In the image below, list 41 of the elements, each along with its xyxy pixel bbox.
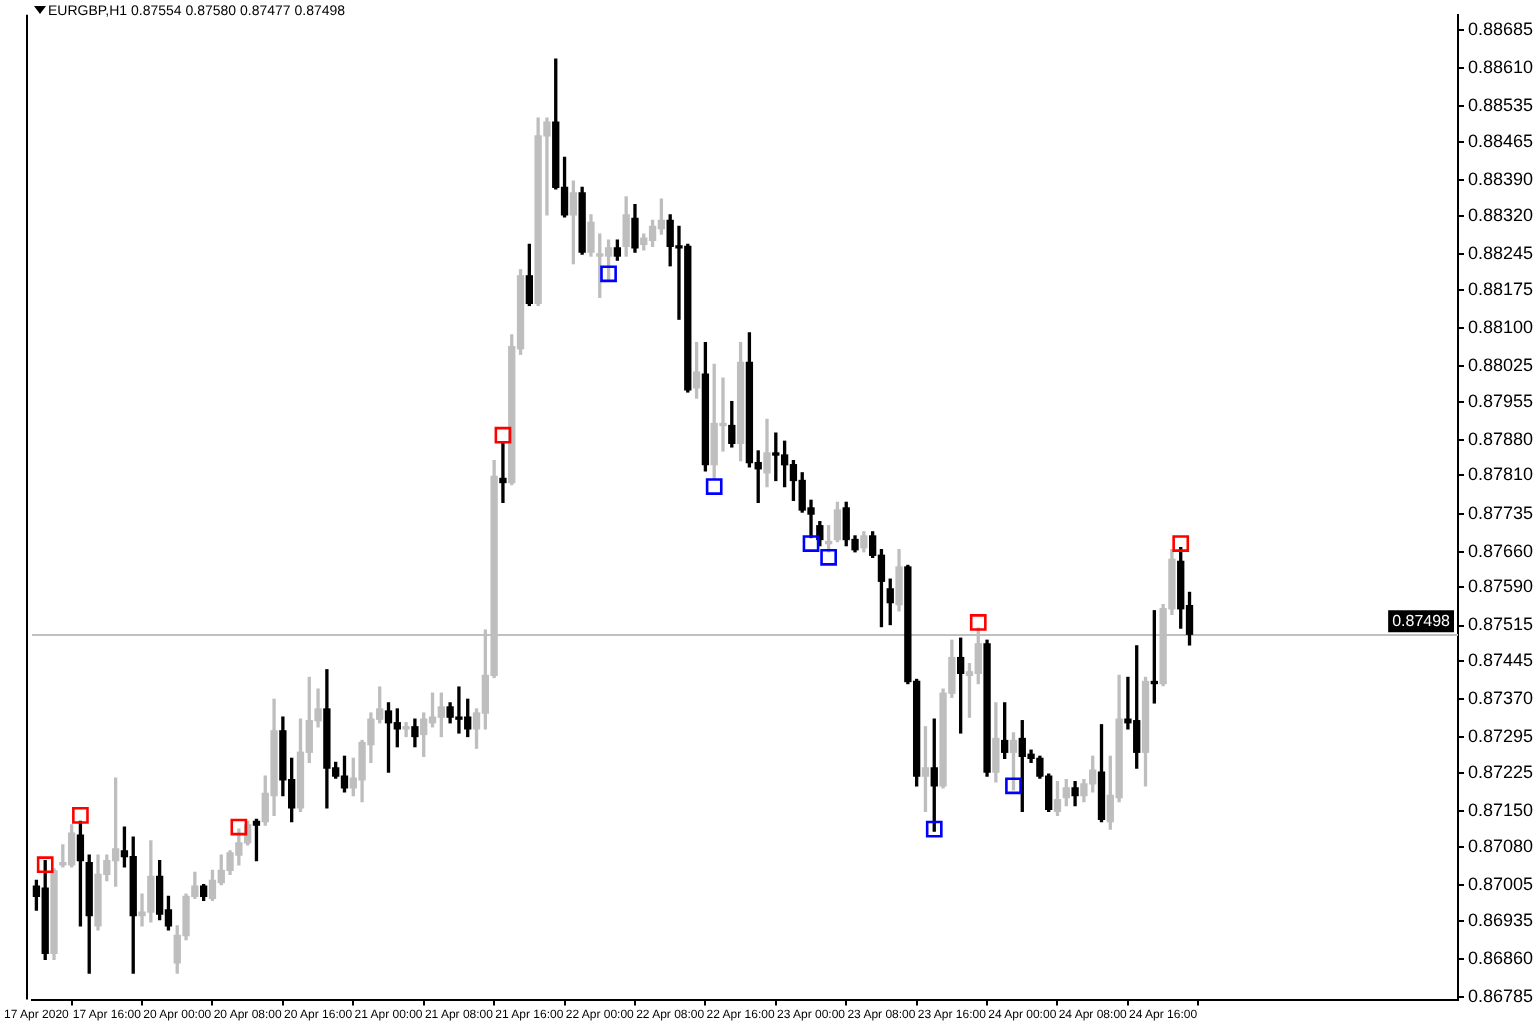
y-tick-label: 0.87445 [1468,650,1534,671]
y-tick-label: 0.88610 [1468,57,1534,78]
y-tick-label: 0.87225 [1468,762,1534,783]
y-tick-label: 0.88320 [1468,204,1534,225]
ref-line-label: 0.87498 [1392,611,1452,630]
point [494,426,512,444]
y-tick-label: 0.87080 [1468,835,1534,856]
point [705,478,723,495]
y-tick-label: 0.87295 [1468,726,1534,747]
point [1005,777,1022,795]
point [820,548,837,566]
y-tick-label: 0.88025 [1468,354,1534,375]
y-tick-label: 0.88175 [1468,278,1534,299]
point [72,806,89,824]
y-tick-label: 0.88465 [1468,131,1534,151]
y-tick-label: 0.88245 [1468,242,1534,263]
y-tick-label: 0.87590 [1468,576,1534,597]
point [969,614,987,631]
y-tick-label: 0.87735 [1468,502,1534,523]
y-tick-label: 0.86860 [1468,947,1534,968]
y-tick-label: 0.88100 [1468,316,1534,337]
y-tick-label: 0.87515 [1468,614,1534,635]
candlestick [499,442,507,504]
point [230,818,248,836]
y-tick-label: 0.87660 [1468,540,1534,561]
point [802,535,820,552]
y-tick-label: 0.88390 [1468,169,1534,190]
y-tick-label: 0.86785 [1468,986,1534,1007]
y-tick-label: 0.87880 [1468,428,1534,449]
point [925,820,943,838]
point [1172,535,1190,552]
point [36,856,54,874]
y-tick-label: 0.87005 [1468,874,1534,895]
y-tick-label: 0.88685 [1468,19,1534,40]
y-tick-label: 0.88535 [1468,95,1534,116]
y-tick-label: 0.87370 [1468,688,1534,709]
y-tick-label: 0.87150 [1468,800,1534,821]
y-tick-label: 0.87955 [1468,390,1534,411]
point [600,265,617,283]
y-tick-label: 0.86935 [1468,909,1534,930]
y-tick-label: 0.87810 [1468,464,1534,485]
